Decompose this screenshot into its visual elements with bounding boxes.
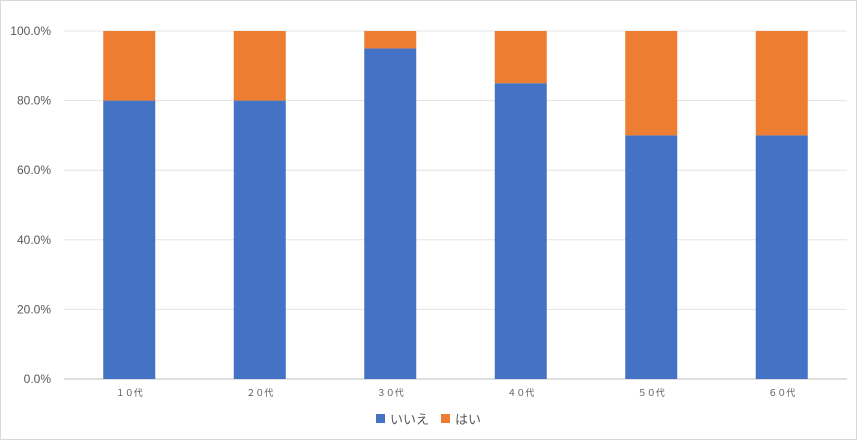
- y-tick-label: 60.0%: [17, 163, 51, 177]
- bar-segment-no: [103, 100, 156, 379]
- x-tick-label: ４０代: [507, 388, 534, 399]
- y-tick-label: 40.0%: [17, 233, 51, 247]
- bar-segment-no: [625, 135, 678, 379]
- x-tick-label: ５０代: [638, 388, 665, 399]
- bar-segment-yes: [364, 31, 417, 49]
- bar-segment-no: [364, 48, 417, 380]
- bar-segment-no: [755, 135, 808, 379]
- y-tick-label: 100.0%: [10, 24, 51, 38]
- bar-segment-yes: [233, 31, 286, 101]
- bar-segment-no: [233, 100, 286, 379]
- bar-segment-yes: [755, 31, 808, 136]
- legend-swatch-yes: [441, 414, 450, 423]
- x-tick-label: ２０代: [246, 388, 273, 399]
- legend: いいえ はい: [1, 409, 856, 428]
- bar-segment-yes: [103, 31, 156, 101]
- y-tick-label: 0.0%: [24, 372, 52, 386]
- bar-segment-yes: [494, 31, 547, 84]
- y-tick-label: 80.0%: [17, 94, 51, 108]
- legend-label-yes: はい: [455, 413, 482, 428]
- x-tick-label: ３０代: [377, 388, 404, 399]
- legend-item-yes: はい: [441, 409, 481, 428]
- legend-swatch-no: [375, 414, 385, 423]
- bar-segment-yes: [625, 31, 678, 136]
- bar-segment-no: [494, 83, 547, 379]
- legend-item-no: いいえ: [375, 409, 429, 428]
- x-tick-label: １０代: [116, 388, 143, 399]
- y-tick-label: 20.0%: [17, 302, 51, 316]
- legend-label-no: いいえ: [389, 413, 429, 428]
- x-tick-label: ６０代: [768, 388, 795, 399]
